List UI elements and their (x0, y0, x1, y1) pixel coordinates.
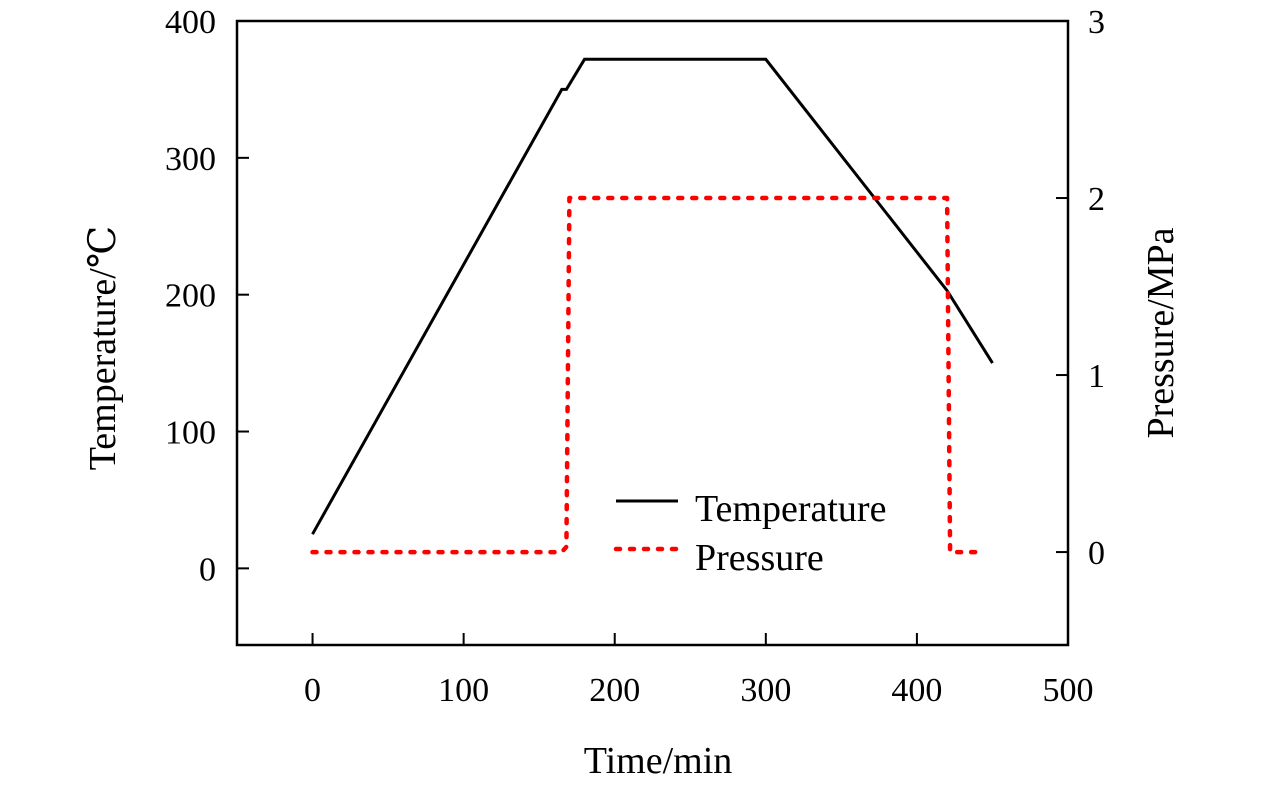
x-tick-label: 500 (1043, 672, 1094, 709)
x-tick-label: 0 (304, 672, 321, 709)
x-tick-label: 100 (438, 672, 489, 709)
x-tick-label: 300 (740, 672, 791, 709)
y2-tick-label: 3 (1088, 4, 1105, 41)
y2-tick-label: 1 (1088, 358, 1105, 395)
legend: Temperature Pressure (613, 488, 886, 579)
y2-axis-ticks: 0 1 2 3 (1056, 4, 1105, 572)
legend-label-pressure: Pressure (695, 537, 824, 579)
y-axis-title: Temperature/℃ (82, 226, 124, 471)
y-axis-ticks: 0 100 200 300 400 (165, 4, 249, 588)
y2-tick-label: 0 (1088, 535, 1105, 572)
x-axis-ticks: 0 100 200 300 400 500 (304, 633, 1094, 709)
x-tick-label: 400 (891, 672, 942, 709)
y-tick-label: 100 (165, 415, 216, 452)
y-tick-label: 300 (165, 141, 216, 178)
y-tick-label: 0 (199, 551, 216, 588)
series-line-temperature (311, 57, 994, 535)
y-tick-label: 200 (165, 278, 216, 315)
x-tick-label: 200 (589, 672, 640, 709)
y-tick-label: 400 (165, 4, 216, 41)
y2-axis-title: Pressure/MPa (1140, 227, 1182, 438)
x-axis-title: Time/min (584, 740, 733, 782)
y2-tick-label: 2 (1088, 181, 1105, 218)
plot-frame (235, 19, 1070, 647)
series-line-pressure (310, 195, 985, 555)
legend-label-temperature: Temperature (695, 488, 886, 530)
series-layer (310, 57, 994, 555)
